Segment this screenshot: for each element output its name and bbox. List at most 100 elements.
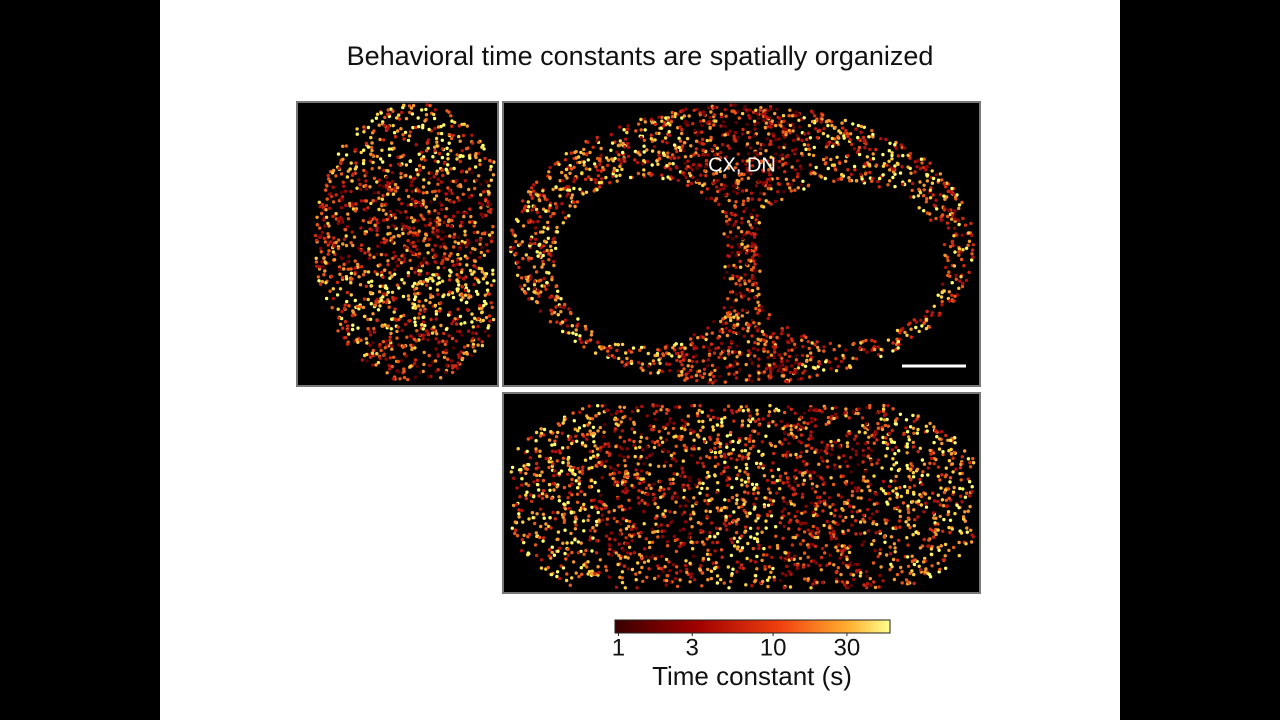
neuron-dot bbox=[967, 494, 972, 498]
neuron-dot bbox=[531, 189, 536, 193]
neuron-dot bbox=[487, 191, 491, 195]
neuron-dot bbox=[935, 435, 939, 439]
neuron-dot bbox=[455, 329, 460, 333]
neuron-dot bbox=[598, 162, 602, 167]
neuron-dot bbox=[936, 499, 940, 504]
neuron-dot bbox=[777, 145, 781, 149]
neuron-dot bbox=[731, 567, 735, 571]
neuron-dot bbox=[407, 227, 411, 231]
neuron-dot bbox=[362, 168, 366, 173]
neuron-dot bbox=[371, 199, 375, 203]
neuron-dot bbox=[757, 543, 761, 547]
neuron-dot bbox=[448, 274, 452, 278]
neuron-dot bbox=[433, 243, 437, 248]
neuron-dot bbox=[969, 528, 973, 532]
neuron-dot bbox=[683, 141, 687, 145]
neuron-dot bbox=[924, 317, 928, 322]
neuron-dot bbox=[532, 205, 537, 209]
neuron-dot bbox=[785, 380, 790, 384]
neuron-dot bbox=[439, 301, 443, 305]
neuron-dot bbox=[641, 368, 645, 372]
neuron-dot bbox=[368, 159, 373, 163]
neuron-dot bbox=[436, 177, 440, 182]
neuron-dot bbox=[395, 129, 400, 133]
neuron-dot bbox=[457, 247, 462, 252]
neuron-dot bbox=[339, 197, 343, 202]
neuron-dot bbox=[689, 144, 693, 148]
neuron-dot bbox=[737, 179, 741, 183]
neuron-dot bbox=[607, 510, 611, 514]
neuron-dot bbox=[570, 541, 574, 545]
neuron-dot bbox=[445, 363, 449, 368]
neuron-dot bbox=[668, 123, 672, 127]
neuron-dot bbox=[642, 345, 646, 349]
neuron-dot bbox=[710, 363, 715, 368]
neuron-dot bbox=[389, 236, 394, 240]
neuron-dot bbox=[929, 218, 933, 222]
neuron-dot bbox=[349, 267, 353, 271]
neuron-dot bbox=[580, 171, 584, 176]
neuron-dot bbox=[458, 262, 462, 266]
neuron-dot bbox=[407, 297, 411, 302]
neuron-dot bbox=[926, 544, 931, 548]
neuron-dot bbox=[693, 128, 697, 133]
neuron-dot bbox=[375, 233, 379, 237]
neuron-dot bbox=[386, 182, 391, 187]
neuron-dot bbox=[433, 189, 437, 193]
neuron-dot bbox=[941, 452, 945, 457]
neuron-dot bbox=[798, 454, 803, 459]
neuron-dot bbox=[759, 305, 763, 309]
neuron-dot bbox=[829, 476, 833, 480]
neuron-dot bbox=[829, 367, 833, 371]
neuron-dot bbox=[600, 513, 605, 517]
neuron-dot bbox=[706, 364, 710, 368]
neuron-dot bbox=[768, 372, 773, 376]
neuron-dot bbox=[714, 561, 718, 565]
neuron-dot bbox=[876, 179, 880, 184]
neuron-dot bbox=[767, 565, 772, 569]
neuron-dot bbox=[910, 188, 914, 193]
neuron-dot bbox=[940, 441, 944, 446]
neuron-dot bbox=[767, 487, 771, 491]
neuron-dot bbox=[754, 184, 759, 188]
neuron-dot bbox=[559, 187, 563, 191]
neuron-dot bbox=[650, 527, 654, 531]
neuron-dot bbox=[769, 502, 774, 507]
neuron-dot bbox=[684, 504, 688, 508]
neuron-dot bbox=[590, 417, 595, 421]
neuron-dot bbox=[714, 526, 719, 530]
neuron-dot bbox=[649, 117, 654, 122]
neuron-dot bbox=[401, 345, 405, 349]
neuron-dot bbox=[891, 407, 895, 411]
neuron-dot bbox=[574, 328, 578, 332]
neuron-dot bbox=[541, 253, 545, 258]
neuron-dot bbox=[319, 234, 323, 238]
neuron-dot bbox=[577, 482, 581, 486]
neuron-dot bbox=[565, 324, 570, 328]
neuron-dot bbox=[478, 238, 482, 242]
neuron-dot bbox=[359, 150, 363, 155]
neuron-dot bbox=[821, 482, 825, 487]
neuron-dot bbox=[811, 510, 816, 515]
neuron-dot bbox=[756, 364, 761, 368]
neuron-dot bbox=[591, 454, 596, 458]
neuron-dot bbox=[416, 200, 421, 205]
neuron-dot bbox=[427, 353, 431, 358]
neuron-dot bbox=[750, 158, 755, 162]
neuron-dot bbox=[960, 500, 964, 504]
neuron-dot bbox=[532, 183, 536, 187]
neuron-dot bbox=[477, 201, 482, 205]
neuron-dot bbox=[539, 278, 543, 282]
neuron-dot bbox=[727, 452, 731, 456]
neuron-dot bbox=[761, 159, 765, 163]
neuron-dot bbox=[390, 240, 394, 244]
neuron-dot bbox=[915, 417, 919, 421]
neuron-dot bbox=[408, 130, 413, 134]
neuron-dot bbox=[697, 446, 701, 451]
neuron-dot bbox=[570, 477, 574, 482]
neuron-dot bbox=[714, 565, 718, 570]
neuron-dot bbox=[744, 436, 748, 441]
neuron-dot bbox=[589, 456, 593, 460]
neuron-dot bbox=[314, 264, 319, 268]
neuron-dot bbox=[601, 518, 605, 522]
